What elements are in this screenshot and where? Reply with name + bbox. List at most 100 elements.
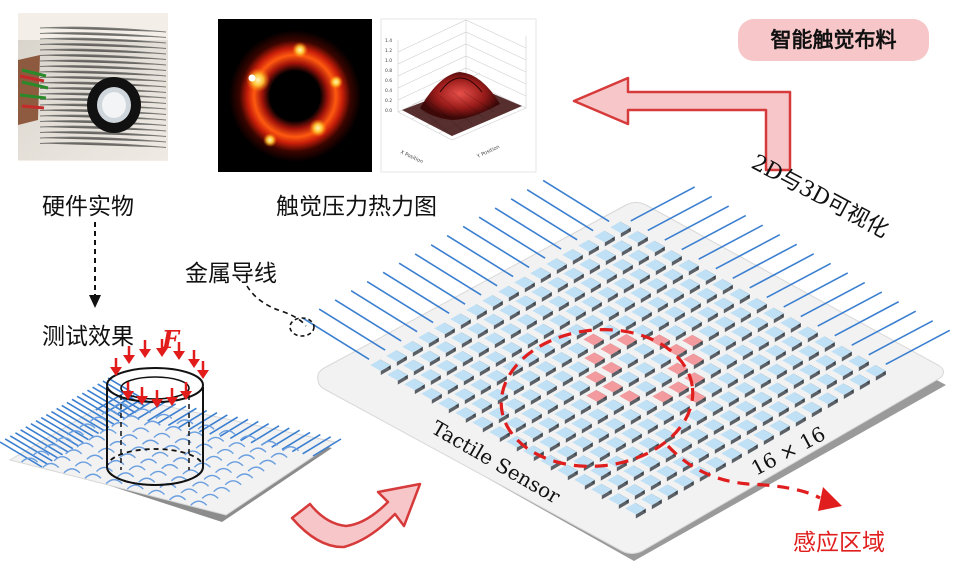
sensor-pad xyxy=(766,363,787,380)
sensor-pad xyxy=(616,334,637,350)
sensor-pad xyxy=(668,381,689,398)
sensor-pad xyxy=(634,362,655,378)
sensor-pad xyxy=(604,418,625,434)
sensor-pad xyxy=(551,352,572,368)
sensor-pad xyxy=(697,306,718,323)
sensor-pad xyxy=(695,269,716,285)
sensor-pad xyxy=(687,428,708,445)
sensor-pad xyxy=(471,398,492,414)
sensor-pad xyxy=(520,389,541,405)
sensor-pad xyxy=(434,322,455,339)
sensor-pad xyxy=(499,304,520,321)
sensor-pad xyxy=(418,331,439,348)
sensor-pad xyxy=(764,326,785,342)
sensor-pad xyxy=(549,314,570,331)
sensor-pad xyxy=(688,447,709,463)
sensor-pad xyxy=(798,345,819,362)
sensor-pad xyxy=(750,373,771,389)
sensor-pad xyxy=(730,307,751,323)
sensor-pad xyxy=(452,350,473,367)
sensor-pad xyxy=(816,373,837,390)
sensor-pad xyxy=(565,305,586,321)
sensor-pad xyxy=(435,341,456,357)
sensor-pad xyxy=(531,286,552,302)
sensor-pad xyxy=(546,258,567,274)
sensor-pad xyxy=(638,437,659,453)
sensor-pad xyxy=(580,277,601,294)
sensor-pad xyxy=(536,380,557,396)
sensor-pad xyxy=(533,323,554,340)
sensor-pad xyxy=(747,316,768,333)
sensor-pad xyxy=(436,360,457,376)
sensor-pad xyxy=(752,410,773,427)
sensor-pad xyxy=(721,447,742,464)
heatmap-2d xyxy=(218,19,372,172)
sensor-pad xyxy=(746,298,767,314)
sensor-pad xyxy=(831,345,852,362)
sensor-pad xyxy=(625,502,646,519)
sensor-pad xyxy=(578,239,599,256)
sensor-pad xyxy=(700,363,721,379)
sensor-pad xyxy=(681,316,702,332)
sensor-pad xyxy=(572,436,593,453)
sensor-pad xyxy=(612,259,633,275)
sensor-pad xyxy=(455,407,476,423)
sensor-pad xyxy=(731,326,752,342)
smart-fabric-badge: 智能触觉布料 xyxy=(738,19,929,61)
sensor-pad xyxy=(623,465,644,481)
sensor-pad xyxy=(785,410,806,427)
sensor-pad xyxy=(588,427,609,444)
sensor-pad xyxy=(671,437,692,454)
sensor-pad xyxy=(734,382,755,398)
sensor-pad xyxy=(783,373,804,390)
sensor-pad xyxy=(450,313,471,330)
sensor-pad xyxy=(538,417,559,434)
sensor-pad xyxy=(454,388,475,405)
sensor-pad xyxy=(567,342,588,359)
sensor-pad xyxy=(763,307,784,324)
sensor-pad xyxy=(486,370,507,386)
hardware-photo xyxy=(18,13,168,161)
sensor-pad xyxy=(583,333,604,350)
sensor-pad xyxy=(582,314,603,331)
sensor-pad xyxy=(736,419,757,436)
sensor-pad xyxy=(717,372,738,389)
sensor-pad xyxy=(703,419,724,435)
sensing-region-outline xyxy=(499,328,695,468)
sensor-pad xyxy=(534,342,555,359)
small-fabric-board xyxy=(0,377,342,522)
sensor-pad xyxy=(617,352,638,369)
sensor-pad xyxy=(568,361,589,378)
sensor-pad xyxy=(678,259,699,276)
sensor-pad xyxy=(696,288,717,304)
sensor-pad xyxy=(601,362,622,378)
sensor-pad xyxy=(797,326,818,343)
sensor-pad xyxy=(800,383,821,399)
sensor-pad xyxy=(682,334,703,351)
sensor-pad xyxy=(627,231,648,247)
sensor-pad xyxy=(644,240,665,257)
plot3d-z-tick: 1.4 xyxy=(385,38,392,44)
sensor-pad xyxy=(370,359,391,375)
sensor-pad xyxy=(484,332,505,349)
sensor-pad xyxy=(585,371,606,387)
sensor-pad xyxy=(848,355,869,372)
sensor-pad xyxy=(437,378,458,395)
heatmap-caption: 触觉压力热力图 xyxy=(276,194,437,220)
sensor-pad xyxy=(780,317,801,333)
sensor-pad xyxy=(421,388,442,404)
sensor-pad xyxy=(603,399,624,416)
sensor-pad xyxy=(596,268,617,284)
sensor-pad xyxy=(595,249,616,266)
sensor-pad xyxy=(552,370,573,387)
sensor-pad xyxy=(505,417,526,433)
sensing-region-leader xyxy=(666,444,821,500)
sensor-pad xyxy=(402,341,423,357)
plot3d-z-tick: 0.6 xyxy=(385,78,392,84)
sensor-pad xyxy=(482,295,503,311)
sensor-pad xyxy=(833,383,854,399)
sensor-pad xyxy=(636,399,657,416)
sensor-pad xyxy=(665,325,686,341)
sensor-pad xyxy=(664,306,685,323)
sensor-pad xyxy=(515,295,536,312)
